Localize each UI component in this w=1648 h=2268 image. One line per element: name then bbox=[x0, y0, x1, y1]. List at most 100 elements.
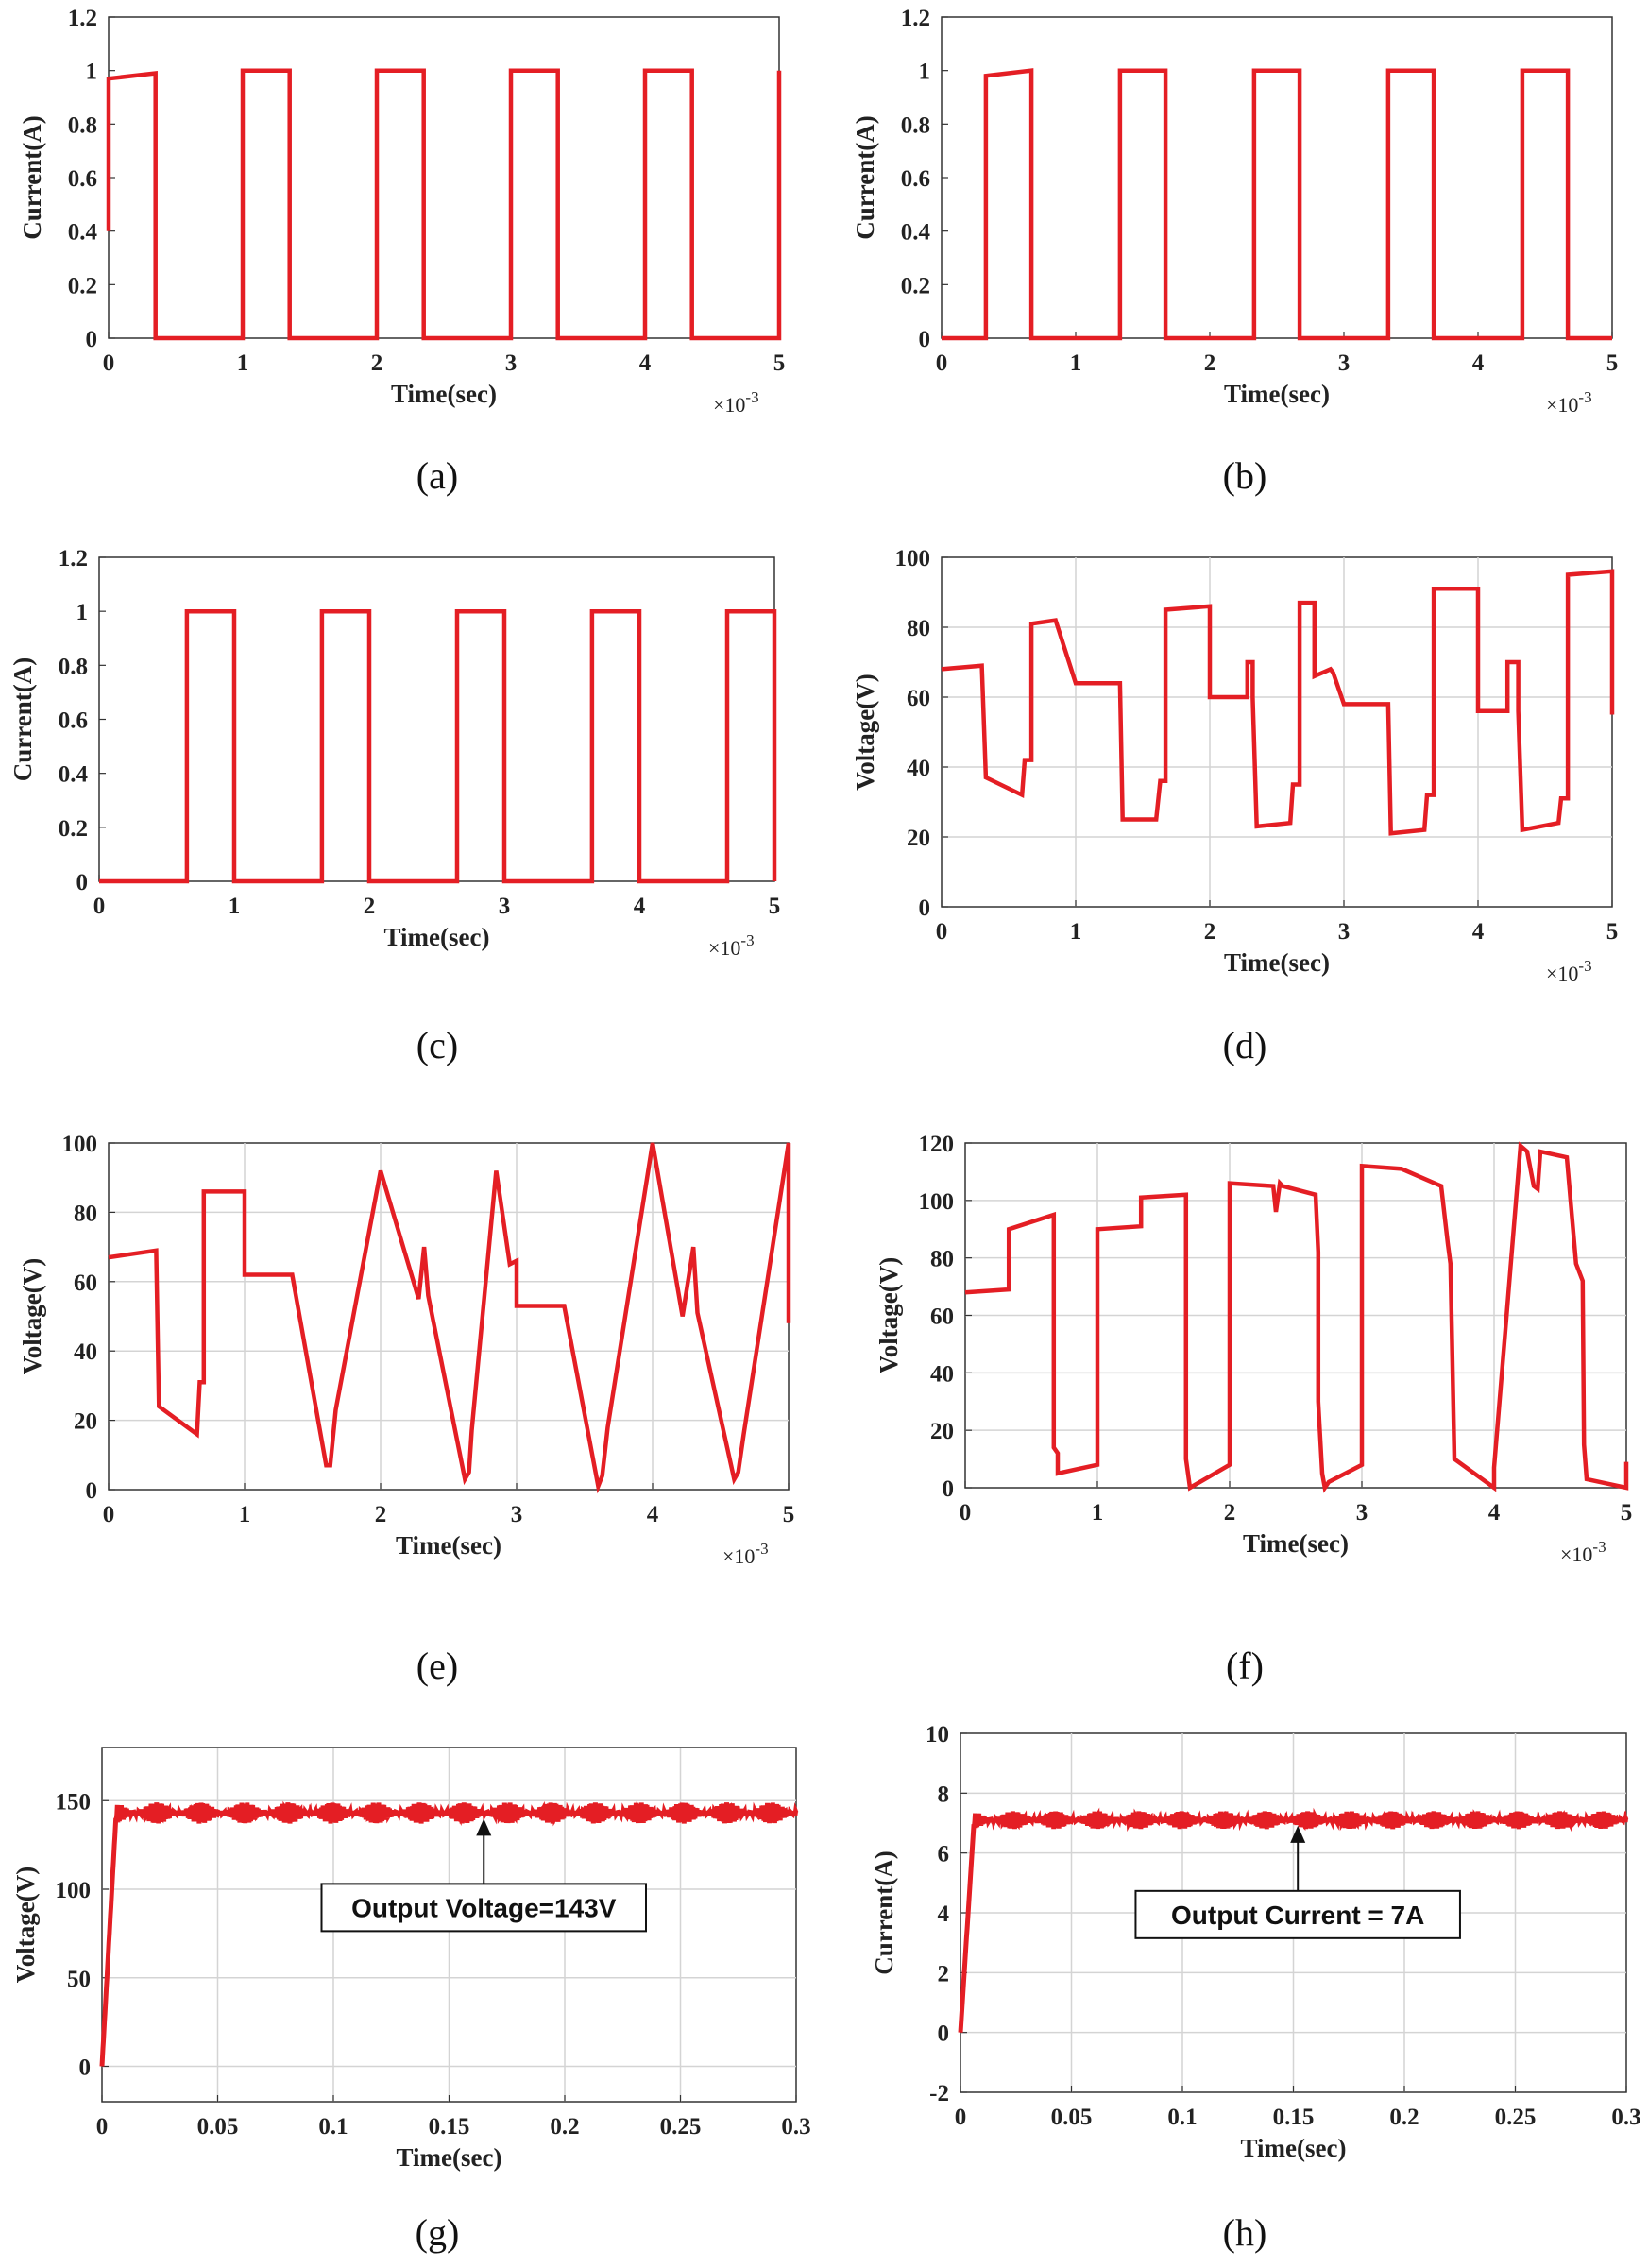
caption-e: (e) bbox=[416, 1645, 459, 1687]
y-tick-label-a-1: 0.2 bbox=[68, 273, 97, 298]
x-tick-label-g-5: 0.25 bbox=[660, 2114, 702, 2140]
plot-area-a bbox=[108, 16, 780, 339]
y-tick-label-c-4: 0.8 bbox=[59, 654, 88, 679]
x-tick-label-h-0: 0 bbox=[955, 2105, 967, 2130]
x-tick-label-b-1: 1 bbox=[1070, 350, 1082, 376]
series-line-a bbox=[106, 68, 782, 341]
y-tick-label-h-2: 2 bbox=[938, 1961, 950, 1987]
y-axis-label-d: Voltage(V) bbox=[851, 674, 879, 790]
x-tick-label-b-0: 0 bbox=[936, 350, 948, 376]
y-tick-label-f-0: 0 bbox=[943, 1476, 955, 1502]
y-tick-label-d-3: 60 bbox=[907, 686, 930, 711]
x-multiplier-d: ×10-3 bbox=[1546, 957, 1592, 985]
x-tick-label-g-6: 0.3 bbox=[781, 2114, 810, 2140]
caption-b: (b) bbox=[1222, 454, 1267, 497]
y-tick-label-d-2: 40 bbox=[907, 756, 930, 781]
x-tick-label-e-3: 3 bbox=[511, 1502, 523, 1527]
panel-e-chart: 0 1 2 3 4 5 0 20 40 60 80 100 Time(sec) Voltage(V) ×10… bbox=[18, 1132, 794, 1568]
y-tick-label-h-5: 8 bbox=[938, 1782, 950, 1807]
x-tick-label-f-3: 3 bbox=[1356, 1500, 1368, 1526]
y-tick-label-f-4: 80 bbox=[930, 1247, 954, 1272]
y-axis-label-a: Current(A) bbox=[18, 115, 46, 239]
y-tick-label-b-2: 0.4 bbox=[901, 220, 931, 246]
x-tick-label-a-5: 5 bbox=[773, 350, 786, 376]
y-tick-label-b-5: 1 bbox=[919, 60, 931, 85]
y-tick-label-c-6: 1.2 bbox=[59, 546, 88, 571]
x-tick-label-a-1: 1 bbox=[237, 350, 249, 376]
x-tick-label-d-4: 4 bbox=[1472, 919, 1485, 945]
series-line-f bbox=[964, 1141, 1629, 1493]
caption-d: (d) bbox=[1222, 1024, 1267, 1066]
x-tick-label-h-2: 0.1 bbox=[1167, 2105, 1197, 2130]
x-tick-label-d-1: 1 bbox=[1070, 919, 1082, 945]
y-tick-label-f-6: 120 bbox=[919, 1132, 955, 1157]
series-line-g bbox=[99, 1800, 799, 2067]
x-tick-label-c-4: 4 bbox=[634, 894, 646, 919]
x-tick-label-f-2: 2 bbox=[1224, 1500, 1236, 1526]
panel-c-chart: 0 1 2 3 4 5 0 0.2 0.4 0.6 0.8 1 1.2 Time(sec) Current(… bbox=[8, 546, 780, 960]
y-tick-label-d-1: 20 bbox=[907, 826, 930, 851]
panel-b-chart: 0 1 2 3 4 5 0 0.2 0.4 0.6 0.8 1 1.2 Time(sec) Current(… bbox=[851, 6, 1619, 417]
caption-f: (f) bbox=[1226, 1645, 1264, 1687]
y-tick-label-b-3: 0.6 bbox=[901, 166, 930, 192]
y-tick-label-b-0: 0 bbox=[919, 327, 931, 352]
annotation-arrowhead-h bbox=[1290, 1825, 1306, 1843]
y-tick-label-h-4: 6 bbox=[938, 1842, 950, 1867]
y-tick-label-e-2: 40 bbox=[74, 1339, 97, 1365]
x-tick-label-g-3: 0.15 bbox=[429, 2114, 470, 2140]
y-tick-label-b-6: 1.2 bbox=[901, 6, 930, 31]
plot-area-d bbox=[941, 556, 1613, 908]
x-tick-label-h-3: 0.15 bbox=[1273, 2105, 1315, 2130]
y-tick-label-g-0: 0 bbox=[79, 2055, 92, 2081]
x-tick-label-b-4: 4 bbox=[1472, 350, 1485, 376]
y-tick-label-d-5: 100 bbox=[895, 546, 931, 571]
y-axis-label-b: Current(A) bbox=[851, 115, 879, 239]
x-tick-label-b-3: 3 bbox=[1338, 350, 1351, 376]
x-axis-label-a: Time(sec) bbox=[391, 380, 497, 408]
y-tick-label-a-5: 1 bbox=[86, 60, 98, 85]
y-tick-label-h-0: -2 bbox=[929, 2081, 949, 2106]
caption-h: (h) bbox=[1222, 2211, 1267, 2254]
series-line-h bbox=[958, 1807, 1629, 2033]
y-tick-label-c-5: 1 bbox=[76, 600, 89, 625]
y-tick-label-d-4: 80 bbox=[907, 616, 930, 641]
annotation-box-g bbox=[320, 1883, 647, 1933]
y-axis-label-g: Voltage(V) bbox=[11, 1867, 40, 1983]
x-axis-label-f: Time(sec) bbox=[1243, 1529, 1349, 1558]
x-tick-label-d-3: 3 bbox=[1338, 919, 1351, 945]
series-line-d bbox=[941, 569, 1615, 836]
x-tick-label-d-5: 5 bbox=[1606, 919, 1619, 945]
y-tick-label-e-3: 60 bbox=[74, 1270, 97, 1296]
y-axis-label-f: Voltage(V) bbox=[875, 1257, 903, 1373]
x-tick-label-h-1: 0.05 bbox=[1051, 2105, 1093, 2130]
y-tick-label-f-3: 60 bbox=[930, 1305, 954, 1330]
panel-h-chart: 0 0.05 0.1 0.15 0.2 0.25 0.3-20246810Time(sec)… bbox=[870, 1722, 1641, 2162]
x-tick-label-b-5: 5 bbox=[1606, 350, 1619, 376]
x-tick-label-a-0: 0 bbox=[103, 350, 115, 376]
y-tick-label-c-0: 0 bbox=[76, 870, 89, 895]
y-tick-label-h-6: 10 bbox=[926, 1722, 949, 1748]
x-tick-label-g-1: 0.05 bbox=[197, 2114, 239, 2140]
x-axis-label-c: Time(sec) bbox=[384, 923, 490, 951]
x-tick-label-a-4: 4 bbox=[639, 350, 652, 376]
x-tick-label-d-0: 0 bbox=[936, 919, 948, 945]
plot-area-b bbox=[941, 16, 1613, 339]
y-tick-label-f-5: 100 bbox=[919, 1189, 955, 1215]
x-multiplier-b: ×10-3 bbox=[1546, 388, 1592, 417]
y-tick-label-c-1: 0.2 bbox=[59, 816, 88, 842]
x-tick-label-a-2: 2 bbox=[371, 350, 383, 376]
plot-area-c bbox=[98, 556, 775, 882]
y-tick-label-a-3: 0.6 bbox=[68, 166, 97, 192]
annotation-text-h: Output Current = 7A bbox=[1171, 1901, 1424, 1930]
x-tick-label-f-5: 5 bbox=[1621, 1500, 1633, 1526]
x-tick-label-g-0: 0 bbox=[96, 2114, 109, 2140]
x-tick-label-c-2: 2 bbox=[364, 894, 376, 919]
caption-c: (c) bbox=[416, 1024, 459, 1066]
x-tick-label-b-2: 2 bbox=[1204, 350, 1216, 376]
x-tick-label-d-2: 2 bbox=[1204, 919, 1216, 945]
caption-a: (a) bbox=[416, 454, 459, 497]
x-tick-label-e-0: 0 bbox=[103, 1502, 115, 1527]
series-line-e bbox=[108, 1142, 791, 1494]
x-tick-label-f-1: 1 bbox=[1092, 1500, 1104, 1526]
x-tick-label-e-4: 4 bbox=[647, 1502, 659, 1527]
